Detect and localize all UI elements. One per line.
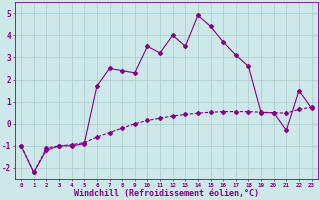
X-axis label: Windchill (Refroidissement éolien,°C): Windchill (Refroidissement éolien,°C) bbox=[74, 189, 259, 198]
